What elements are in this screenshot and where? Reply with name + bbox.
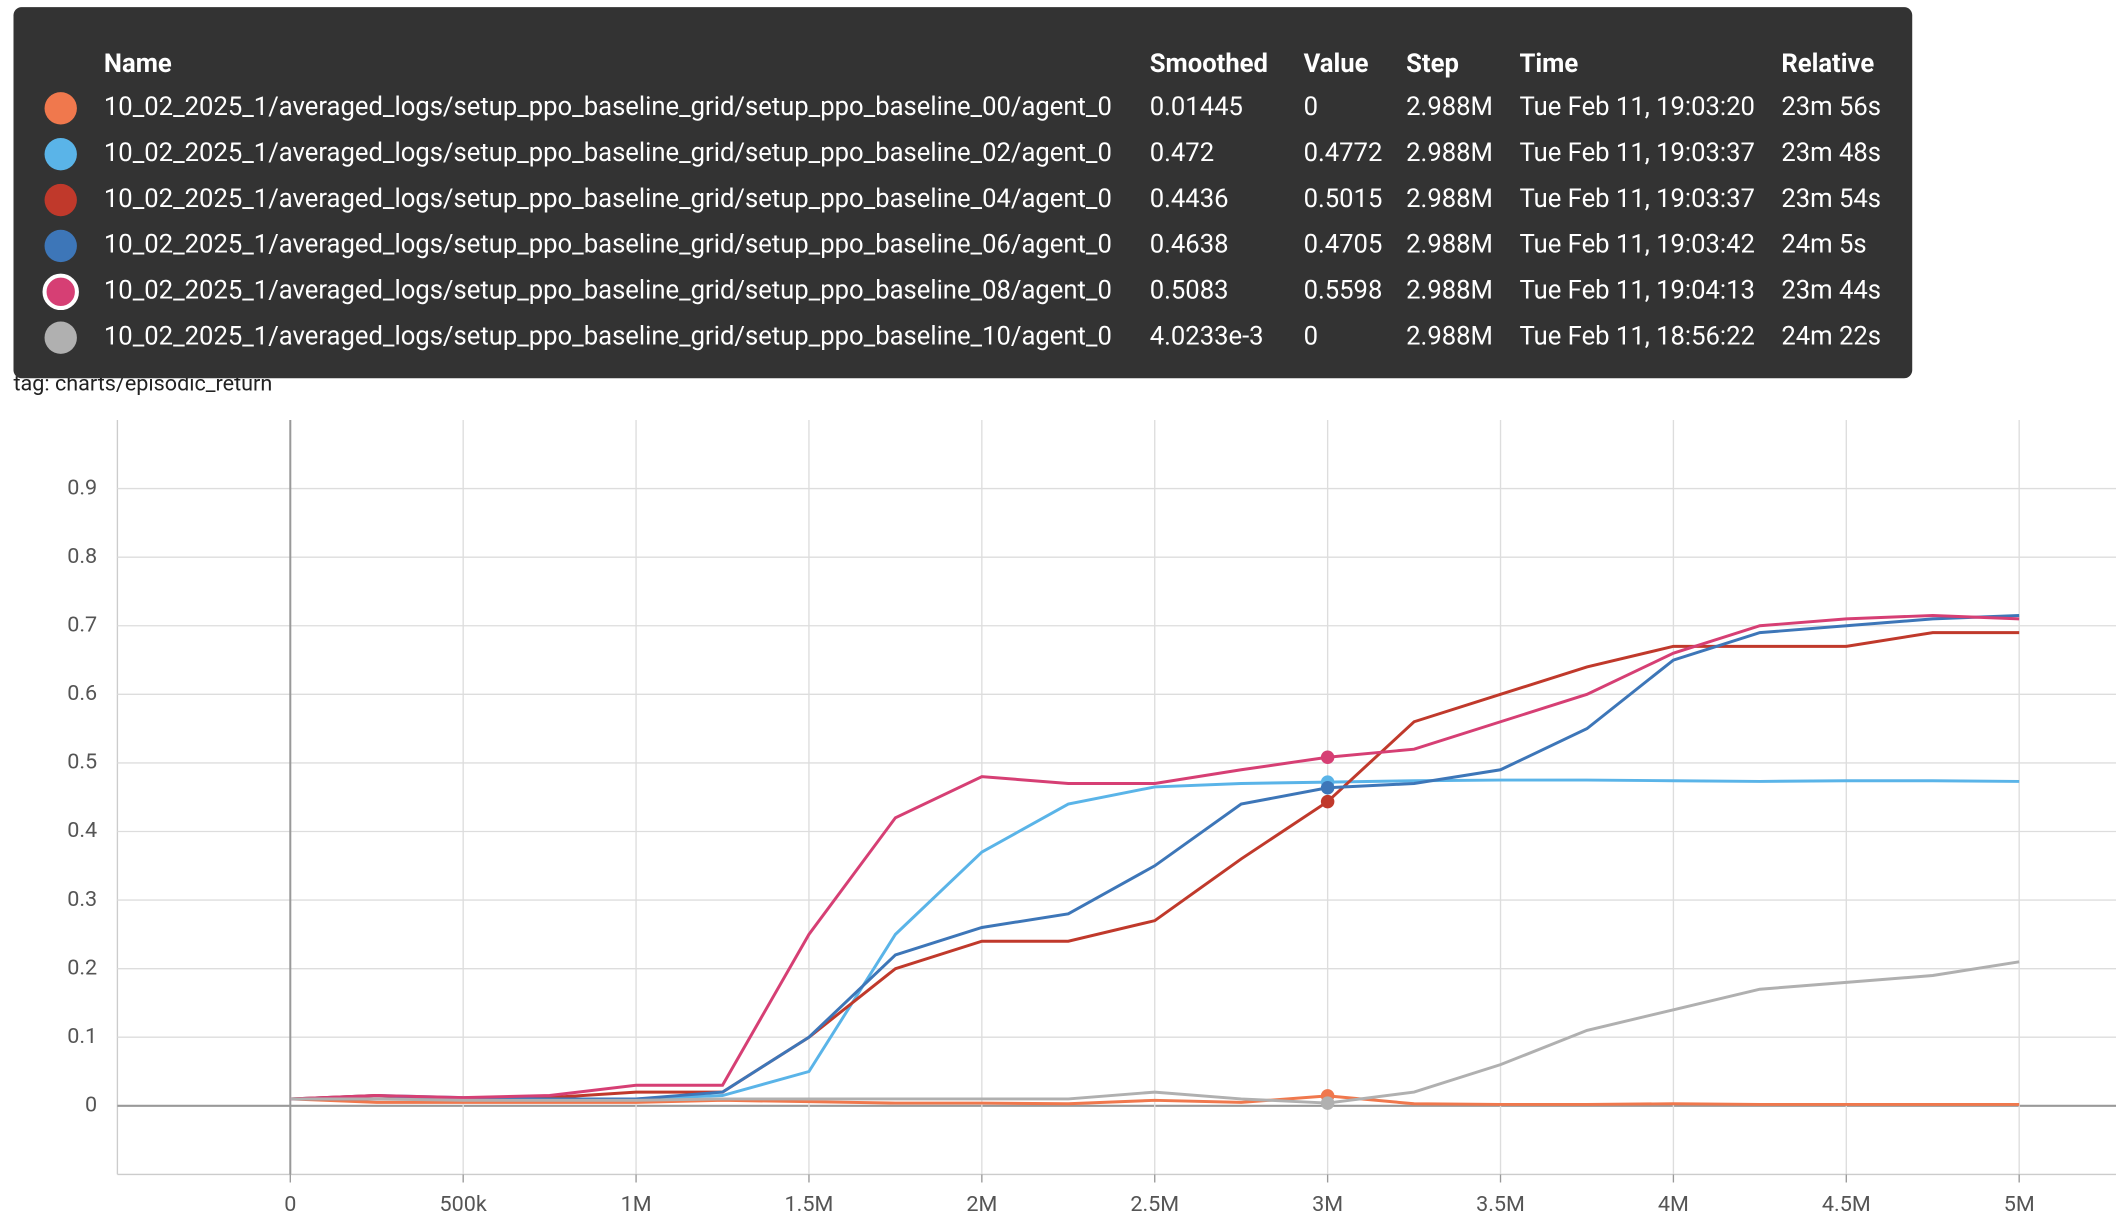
y-tick-label: 0.8 [67,544,97,569]
legend-name: 10_02_2025_1/averaged_logs/setup_ppo_bas… [104,184,1112,214]
tooltip-header: Step [1406,49,1459,79]
tooltip-cell: 0.5015 [1304,184,1383,214]
tooltip-cell: Tue Feb 11, 19:03:37 [1520,184,1755,214]
tooltip-cell: 0 [1304,92,1318,122]
tooltip-cell: 2.988M [1406,230,1493,260]
hover-point [1320,780,1335,795]
x-tick-label: 5M [2004,1192,2035,1217]
legend-name: 10_02_2025_1/averaged_logs/setup_ppo_bas… [104,321,1112,351]
plot: 0 0.1 0.2 0.3 0.4 0.5 0.6 0.7 0.8 0.9 0 500k 1M 1.5M 2… [67,420,2116,1217]
tooltip-cell: Tue Feb 11, 18:56:22 [1520,321,1755,351]
tooltip: Name Smoothed Value Step Time Relative 10_02_2… [13,7,1913,379]
tooltip-cell: 0.5598 [1304,276,1383,306]
legend-name: 10_02_2025_1/averaged_logs/setup_ppo_bas… [104,138,1112,168]
tooltip-header: Time [1520,49,1579,79]
tooltip-cell: 0.4705 [1304,230,1383,260]
tooltip-cell: 4.0233e-3 [1150,321,1264,351]
tooltip-cell: 23m 48s [1781,138,1881,168]
hover-point [1320,750,1335,764]
tooltip-cell: 0.4772 [1304,138,1383,168]
tooltip-header: Relative [1781,49,1874,79]
x-tick-label: 1.5M [785,1192,834,1217]
tooltip-cell: 0.5083 [1150,276,1229,306]
series-line [290,1094,2020,1106]
legend-swatch [44,321,77,354]
x-tick-label: 4.5M [1822,1192,1871,1217]
legend-name: 10_02_2025_1/averaged_logs/setup_ppo_bas… [104,276,1112,306]
hover-point [1320,794,1335,809]
y-tick-label: 0.6 [67,681,97,706]
x-tick-label: 3M [1312,1192,1343,1217]
x-tick-label: 4M [1658,1192,1689,1217]
x-tick-label: 2.5M [1130,1192,1179,1217]
legend-name: 10_02_2025_1/averaged_logs/setup_ppo_bas… [104,92,1112,122]
y-tick-label: 0.4 [67,818,97,843]
x-tick-label: 500k [440,1192,487,1217]
tooltip-cell: 0.4638 [1150,230,1229,260]
y-tick-label: 0.1 [67,1024,97,1049]
tooltip-background [13,7,1913,379]
hover-point [1320,1096,1335,1110]
x-tick-label: 3.5M [1476,1192,1525,1217]
y-tick-label: 0.9 [67,475,97,500]
tooltip-cell: 23m 44s [1781,276,1881,306]
tooltip-cell: 24m 22s [1781,321,1881,351]
tooltip-cell: 0.4436 [1150,184,1229,214]
x-tick-label: 1M [621,1192,652,1217]
y-tick-label: 0.7 [67,612,97,637]
y-tick-label: 0.2 [67,955,97,980]
x-tick-label: 0 [284,1192,296,1217]
tooltip-cell: 2.988M [1406,92,1493,122]
tooltip-cell: 2.988M [1406,184,1493,214]
legend-name: 10_02_2025_1/averaged_logs/setup_ppo_bas… [104,230,1112,260]
tooltip-cell: 2.988M [1406,276,1493,306]
tooltip-cell: 2.988M [1406,138,1493,168]
series-line [290,960,2020,1105]
tooltip-cell: 0 [1304,321,1318,351]
tooltip-cell: 0.472 [1150,138,1214,168]
y-tick-label: 0.5 [67,750,97,775]
x-tick-label: 2M [966,1192,997,1217]
legend-swatch [44,92,77,125]
series-line [290,613,2020,1101]
legend-swatch [42,273,79,311]
tooltip-cell: 2.988M [1406,321,1493,351]
tooltip-cell: 24m 5s [1781,230,1866,260]
y-tick-label: 0 [85,1093,97,1118]
legend-swatch [44,183,77,217]
tooltip-header: Name [104,49,172,79]
tooltip-cell: 23m 54s [1781,184,1881,214]
y-tick-label: 0.3 [67,887,97,912]
tooltip-cell: 0.01445 [1150,92,1243,122]
tooltip-header: Value [1304,49,1369,79]
tooltip-cell: Tue Feb 11, 19:03:42 [1520,230,1755,260]
legend-swatch [44,229,77,263]
legend-swatch [44,137,77,171]
tooltip-cell: Tue Feb 11, 19:03:37 [1520,138,1755,168]
tooltip-cell: Tue Feb 11, 19:03:20 [1520,92,1755,122]
series-line [290,631,2020,1101]
tooltip-cell: 23m 56s [1781,92,1881,122]
tooltip-cell: Tue Feb 11, 19:04:13 [1520,276,1755,306]
tooltip-header: Smoothed [1150,49,1268,79]
